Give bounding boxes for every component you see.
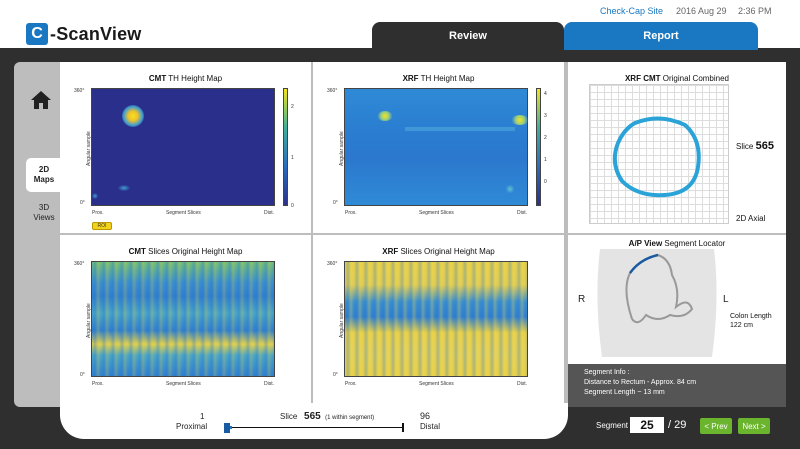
xrf-slices-heatmap[interactable] xyxy=(344,261,528,377)
x-left-label: Prox. xyxy=(92,210,104,216)
y-top-label: 360° xyxy=(327,261,338,267)
cross-section-outline xyxy=(612,116,701,198)
next-button[interactable]: Next > xyxy=(738,418,770,434)
segment-number-input[interactable] xyxy=(630,417,664,433)
y-axis-label: Angular sample xyxy=(86,131,92,166)
segment-total: / 29 xyxy=(668,419,687,431)
site-link[interactable]: Check-Cap Site xyxy=(600,6,664,16)
x-right-label: Dist. xyxy=(264,210,274,216)
panel-title: XRF Slices Original Height Map xyxy=(382,247,495,256)
slider-handle[interactable] xyxy=(224,423,230,433)
y-bottom-label: 0° xyxy=(80,372,85,378)
left-marker: L xyxy=(723,294,729,305)
rail-2d-maps[interactable]: 2D Maps xyxy=(26,158,62,192)
x-left-label: Prox. xyxy=(345,210,357,216)
distal-number: 96 xyxy=(420,411,431,421)
cmt-th-heatmap[interactable] xyxy=(91,88,275,206)
slice-indicator: Slice 565 (1 within segment) xyxy=(280,411,375,422)
x-left-label: Prox. xyxy=(345,381,357,387)
distal-label: Distal xyxy=(420,422,441,431)
logo-text: -ScanView xyxy=(50,23,142,44)
combined-grid[interactable] xyxy=(589,84,729,224)
rail-3d-label: 3D Views xyxy=(33,203,55,222)
cbar-tick: 1 xyxy=(291,155,294,161)
date-label: 2016 Aug 29 xyxy=(676,6,727,16)
segment-info: Segment Info : Distance to Rectum - Appr… xyxy=(584,369,697,396)
y-bottom-label: 0° xyxy=(80,200,85,206)
y-bottom-label: 0° xyxy=(333,200,338,206)
colon-length: Colon Length 122 cm xyxy=(730,313,772,329)
panel-title: XRF CMT Original Combined xyxy=(624,74,730,83)
y-bottom-label: 0° xyxy=(333,372,338,378)
xrf-colorbar xyxy=(536,88,541,206)
proximal-label: Proximal xyxy=(176,422,208,431)
cmt-colorbar xyxy=(283,88,288,206)
time-label: 2:36 PM xyxy=(738,6,772,16)
panel-title: A/P View Segment Locator xyxy=(628,239,726,248)
segment-label: Segment xyxy=(596,421,629,430)
slider-track[interactable] xyxy=(226,427,404,428)
xrf-th-heatmap[interactable] xyxy=(344,88,529,206)
right-marker: R xyxy=(578,294,586,305)
panel-title: XRF TH Height Map xyxy=(402,74,475,83)
x-left-label: Prox. xyxy=(92,381,104,387)
x-axis-label: Segment Slices xyxy=(419,210,454,216)
y-top-label: 360° xyxy=(327,88,338,94)
app-logo: C -ScanView xyxy=(26,22,142,46)
y-axis-label: Angular sample xyxy=(339,131,345,166)
cbar-tick: 0 xyxy=(544,179,547,185)
cbar-tick: 0 xyxy=(291,203,294,209)
home-icon[interactable] xyxy=(30,90,52,110)
cbar-tick: 2 xyxy=(544,135,547,141)
proximal-number: 1 xyxy=(200,412,205,421)
slice-readout: Slice 565 xyxy=(736,140,774,152)
slice-slider-bar xyxy=(60,403,568,439)
x-axis-label: Segment Slices xyxy=(166,210,201,216)
cmt-slices-heatmap[interactable] xyxy=(91,261,275,377)
x-right-label: Dist. xyxy=(517,210,527,216)
view-label: 2D Axial xyxy=(736,214,766,223)
cbar-tick: 4 xyxy=(544,91,547,97)
rail-3d-views[interactable]: 3D Views xyxy=(26,196,62,230)
segment-info-box xyxy=(568,364,786,407)
x-axis-label: Segment Slices xyxy=(166,381,201,387)
y-axis-label: Angular sample xyxy=(339,303,345,338)
y-top-label: 360° xyxy=(74,88,85,94)
cbar-tick: 3 xyxy=(544,113,547,119)
y-top-label: 360° xyxy=(74,261,85,267)
prev-button[interactable]: < Prev xyxy=(700,418,732,434)
slider-end-marker xyxy=(400,423,404,432)
tab-report[interactable]: Report xyxy=(564,22,758,50)
x-axis-label: Segment Slices xyxy=(419,381,454,387)
y-axis-label: Angular sample xyxy=(86,303,92,338)
panel-title: CMT Slices Original Height Map xyxy=(128,247,243,256)
colon-locator-image[interactable] xyxy=(592,249,722,359)
rail-2d-label: 2D Maps xyxy=(33,165,55,184)
roi-button[interactable]: ROI xyxy=(92,222,112,230)
x-right-label: Dist. xyxy=(517,381,527,387)
cbar-tick: 1 xyxy=(544,157,547,163)
tab-review[interactable]: Review xyxy=(372,22,564,50)
x-right-label: Dist. xyxy=(264,381,274,387)
cbar-tick: 2 xyxy=(291,104,294,110)
panel-title: CMT TH Height Map xyxy=(148,74,223,83)
logo-icon: C xyxy=(26,23,48,45)
